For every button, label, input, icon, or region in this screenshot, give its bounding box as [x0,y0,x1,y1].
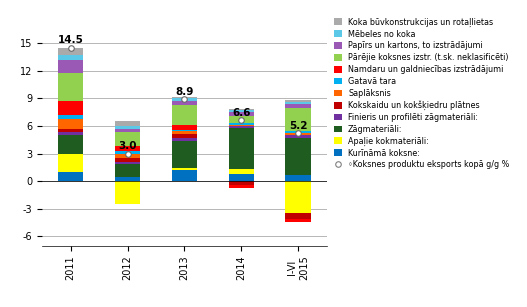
Bar [58,115,83,119]
Bar [286,213,311,219]
Bar [58,119,83,129]
Bar [58,129,83,132]
Bar [229,126,254,128]
Bar [115,162,140,164]
Bar [172,138,197,141]
Bar [286,131,311,133]
Bar [115,164,140,177]
Bar [229,174,254,181]
Bar [172,170,197,181]
Bar [229,112,254,116]
Bar [286,100,311,102]
Bar [58,135,83,154]
Bar [286,219,311,222]
Text: 3.0: 3.0 [118,141,137,151]
Bar [172,168,197,170]
Bar [286,104,311,108]
Bar [58,172,83,181]
Bar [286,133,311,135]
Bar [229,123,254,125]
Bar [58,73,83,101]
Text: 5.2: 5.2 [289,121,308,131]
Bar [58,132,83,135]
Bar [286,175,311,181]
Bar [229,109,254,110]
Bar [115,177,140,181]
Bar [115,146,140,151]
Bar [229,128,254,169]
Bar [286,138,311,175]
Bar [172,101,197,105]
Bar [115,126,140,129]
Bar [286,108,311,131]
Bar [115,129,140,132]
Bar [172,97,197,98]
Bar [172,105,197,125]
Bar [115,121,140,126]
Legend: Koka būvkonstrukcijas un rotaļlietas, Mēbeles no koka, Papīrs un kartons, to izs: Koka būvkonstrukcijas un rotaļlietas, Mē… [334,17,510,169]
Bar [229,125,254,126]
Bar [115,132,140,146]
Bar [286,135,311,138]
Bar [172,141,197,168]
Bar [229,181,254,185]
Text: 14.5: 14.5 [57,35,84,45]
Bar [286,181,311,213]
Bar [172,134,197,138]
Bar [172,125,197,130]
Bar [58,154,83,172]
Bar [229,185,254,188]
Bar [115,151,140,154]
Bar [172,131,197,134]
Bar [172,98,197,101]
Text: 6.6: 6.6 [232,108,251,118]
Bar [229,116,254,123]
Bar [115,154,140,158]
Bar [229,169,254,174]
Bar [115,158,140,162]
Bar [229,110,254,112]
Bar [115,181,140,204]
Bar [286,102,311,104]
Bar [172,130,197,131]
Bar [58,101,83,115]
Text: 8.9: 8.9 [175,87,193,97]
Bar [58,55,83,60]
Bar [58,48,83,55]
Bar [58,60,83,73]
